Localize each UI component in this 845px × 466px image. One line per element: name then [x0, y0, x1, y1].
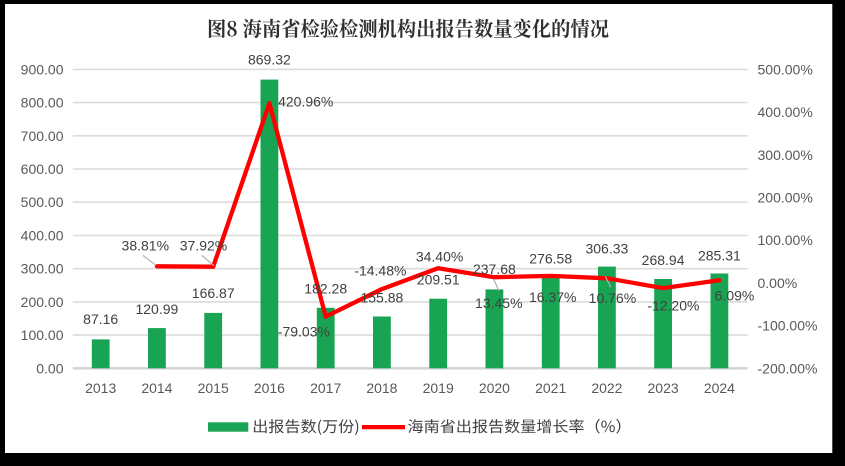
- svg-text:-200.00%: -200.00%: [758, 360, 818, 376]
- svg-text:2021: 2021: [535, 380, 566, 396]
- svg-text:0.00: 0.00: [36, 360, 63, 376]
- svg-text:2018: 2018: [366, 380, 397, 396]
- svg-text:155.88: 155.88: [360, 290, 403, 306]
- svg-text:300.00%: 300.00%: [758, 147, 813, 163]
- svg-text:37.92%: 37.92%: [180, 237, 227, 253]
- svg-text:13.45%: 13.45%: [475, 295, 522, 311]
- svg-text:268.94: 268.94: [642, 252, 685, 268]
- svg-text:900.00: 900.00: [21, 61, 64, 77]
- svg-text:2023: 2023: [648, 380, 679, 396]
- svg-text:100.00%: 100.00%: [758, 232, 813, 248]
- svg-text:166.87: 166.87: [192, 285, 235, 301]
- svg-text:285.31: 285.31: [698, 248, 741, 264]
- svg-text:2019: 2019: [423, 380, 454, 396]
- svg-text:237.68: 237.68: [473, 261, 516, 277]
- svg-text:500.00%: 500.00%: [758, 61, 813, 77]
- svg-text:120.99: 120.99: [135, 301, 178, 317]
- svg-text:2013: 2013: [85, 380, 116, 396]
- svg-text:306.33: 306.33: [585, 241, 628, 257]
- svg-text:200.00: 200.00: [21, 294, 64, 310]
- svg-text:420.96%: 420.96%: [278, 94, 333, 110]
- svg-text:10.76%: 10.76%: [589, 290, 636, 306]
- svg-text:400.00: 400.00: [21, 228, 64, 244]
- svg-text:38.81%: 38.81%: [122, 237, 169, 253]
- svg-text:2014: 2014: [141, 380, 172, 396]
- svg-text:2015: 2015: [198, 380, 229, 396]
- svg-text:-79.03%: -79.03%: [278, 324, 330, 340]
- svg-text:2024: 2024: [704, 380, 735, 396]
- svg-text:87.16: 87.16: [83, 311, 118, 327]
- svg-text:276.58: 276.58: [529, 250, 572, 266]
- svg-text:800.00: 800.00: [21, 95, 64, 111]
- svg-text:2020: 2020: [479, 380, 510, 396]
- svg-text:34.40%: 34.40%: [416, 248, 463, 264]
- svg-text:16.37%: 16.37%: [529, 289, 576, 305]
- svg-text:600.00: 600.00: [21, 161, 64, 177]
- svg-text:100.00: 100.00: [21, 327, 64, 343]
- svg-text:200.00%: 200.00%: [758, 190, 813, 206]
- svg-text:-12.20%: -12.20%: [647, 297, 699, 313]
- svg-text:6.09%: 6.09%: [715, 287, 755, 303]
- svg-text:500.00: 500.00: [21, 194, 64, 210]
- svg-text:400.00%: 400.00%: [758, 104, 813, 120]
- svg-text:2017: 2017: [310, 380, 341, 396]
- svg-text:300.00: 300.00: [21, 261, 64, 277]
- svg-text:869.32: 869.32: [248, 51, 291, 67]
- svg-text:209.51: 209.51: [417, 271, 460, 287]
- svg-text:-14.48%: -14.48%: [354, 263, 406, 279]
- svg-text:-100.00%: -100.00%: [758, 318, 818, 334]
- svg-text:182.28: 182.28: [304, 281, 347, 297]
- svg-text:700.00: 700.00: [21, 128, 64, 144]
- svg-text:0.00%: 0.00%: [758, 275, 798, 291]
- svg-text:2016: 2016: [254, 380, 285, 396]
- svg-text:2022: 2022: [591, 380, 622, 396]
